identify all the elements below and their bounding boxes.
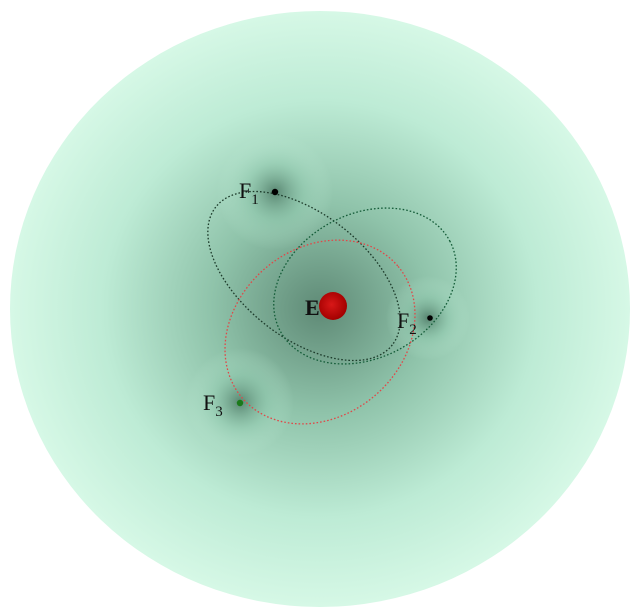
focus-2-subscript: 2 xyxy=(409,322,417,338)
focus-1-subscript: 1 xyxy=(251,192,259,208)
orbit-f3 xyxy=(224,239,416,425)
orbit-f1 xyxy=(207,190,401,362)
focus-1-name: F xyxy=(239,178,251,203)
focus-2-point xyxy=(427,315,433,321)
central-body xyxy=(319,292,347,320)
focus-3-point xyxy=(236,399,244,407)
focus-3-subscript: 3 xyxy=(215,404,223,420)
orbit-f2 xyxy=(273,207,457,365)
focus-1-point xyxy=(271,188,279,196)
central-body-label: E xyxy=(305,295,320,320)
focus-3-label: F3 xyxy=(203,390,223,420)
focus-1-label: F1 xyxy=(239,178,259,208)
focus-2-label: F2 xyxy=(397,308,417,338)
focus-3-name: F xyxy=(203,390,215,415)
focus-2-name: F xyxy=(397,308,409,333)
